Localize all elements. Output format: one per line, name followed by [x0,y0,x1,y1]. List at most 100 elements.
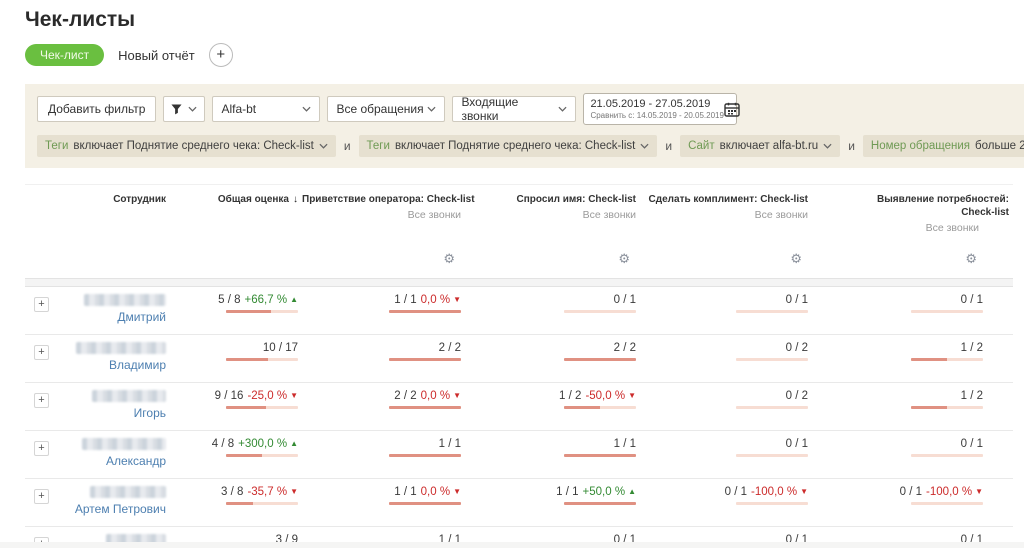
metric-value: 4 / 8 [211,437,235,450]
column-header-overall[interactable]: Общая оценка ↓ [217,194,298,205]
column-subtitle: Все звонки [754,209,808,221]
metric-change: -25,0 % [247,389,288,402]
metric-cell: 1 / 1 +50,0 % ▲ [465,486,640,526]
communications-select[interactable]: Все обращения [327,96,446,122]
condition-text: включает alfa-bt.ru [719,140,819,152]
call-type-select[interactable]: Входящие звонки [452,95,577,123]
chevron-down-icon [558,106,567,112]
table-row: + Игорь 9 / 16 -25,0 % ▼ 2 / 2 0,0 % ▼ 1 / 2 -50,… [25,383,1013,431]
sort-desc-icon[interactable]: ↓ [293,194,298,205]
employee-name-link[interactable]: Владимир [108,357,166,372]
score-progress-bar [226,453,298,457]
metric-value: 1 / 1 [556,485,579,498]
metric-value: 0 / 1 [613,293,636,306]
date-compare-value: Сравнить с: 14.05.2019 - 20.05.2019 [590,111,724,120]
filter-condition-chip[interactable]: Номер обращения больше 2 [862,135,1024,157]
condition-joiner: и [665,139,673,153]
employee-name-link[interactable]: Игорь [133,405,166,420]
score-progress-bar [736,309,808,313]
column-header-employee: Сотрудник [113,194,166,205]
metric-cell: 3 / 8 -35,7 % ▼ [170,486,302,526]
metric-change: 0,0 % [420,293,451,306]
score-progress-bar [389,405,461,409]
triangle-down-icon: ▼ [975,486,983,496]
metric-cell: 0 / 2 [640,342,812,382]
gear-icon[interactable]: ⚙ [965,250,977,266]
metric-cell: 4 / 8 +300,0 % ▲ [170,438,302,478]
metric-value: 1 / 1 [438,437,461,450]
score-progress-bar [564,405,636,409]
score-progress-bar [389,453,461,457]
report-tabs: Чек-лист Новый отчёт + [25,42,1024,68]
date-range-value: 21.05.2019 - 27.05.2019 [590,98,711,110]
metric-cell: 1 / 1 0,0 % ▼ [302,486,465,526]
chevron-down-icon [319,143,328,149]
metric-value: 0 / 1 [785,437,808,450]
employee-name-link[interactable]: Артем Петрович [74,501,166,516]
condition-joiner: и [848,139,855,153]
tab-checklist[interactable]: Чек-лист [25,44,105,66]
expand-row-button[interactable]: + [34,296,49,312]
funnel-icon [171,103,182,115]
filter-condition-chip[interactable]: Сайт включает alfa-bt.ru [680,135,841,157]
triangle-up-icon: ▲ [628,486,636,496]
metric-change: 0,0 % [420,389,451,402]
filter-condition-chip[interactable]: Теги включает Поднятие среднего чека: Che… [37,135,336,157]
metric-cell: 1 / 1 [465,438,640,478]
metric-change: 0,0 % [420,485,451,498]
gear-icon[interactable]: ⚙ [618,250,630,266]
filter-condition-chip[interactable]: Теги включает Поднятие среднего чека: Che… [358,135,658,157]
add-report-button[interactable]: + [208,43,233,67]
censored-name-block [76,341,166,354]
censored-name-block [92,389,166,402]
metric-value: 0 / 2 [785,389,808,402]
metric-cell: 0 / 2 [640,390,812,430]
metric-change: -50,0 % [585,389,626,402]
column-settings-row: ⚙ ⚙ ⚙ ⚙ [25,240,1013,279]
metric-cell: 0 / 1 -100,0 % ▼ [812,486,1013,526]
score-progress-bar [389,501,461,505]
condition-text: включает Поднятие среднего чека: Check-l… [394,140,636,152]
metric-value: 9 / 16 [214,389,244,402]
employee-name-link[interactable]: Александр [105,453,166,468]
triangle-down-icon: ▼ [453,294,461,304]
score-progress-bar [564,357,636,361]
expand-row-button[interactable]: + [34,440,49,456]
metric-value: 1 / 2 [960,341,983,354]
metric-value: 0 / 1 [899,485,923,498]
project-select[interactable]: Alfa-bt [212,96,321,122]
score-progress-bar [389,357,461,361]
add-filter-button[interactable]: Добавить фильтр [37,96,157,122]
calendar-icon [724,102,740,117]
expand-row-button[interactable]: + [34,392,49,408]
score-progress-bar [226,405,298,409]
filter-presets-button[interactable] [163,96,206,122]
score-progress-bar [911,357,983,361]
checklists-page: Чек-листы Чек-лист Новый отчёт + Добавит… [0,8,1024,548]
metric-cell: 1 / 2 [812,342,1013,382]
metric-cell: 10 / 17 [170,342,302,382]
chevron-down-icon [188,106,197,112]
metric-value: 10 / 17 [262,341,298,354]
gear-icon[interactable]: ⚙ [790,250,802,266]
expand-row-button[interactable]: + [34,488,49,504]
summary-band [25,278,1013,287]
metric-cell: 0 / 1 -100,0 % ▼ [640,486,812,526]
triangle-down-icon: ▼ [800,486,808,496]
score-progress-bar [564,501,636,505]
filter-conditions-row: Теги включает Поднятие среднего чека: Che… [37,133,1024,159]
expand-row-button[interactable]: + [34,344,49,360]
date-range-picker[interactable]: 21.05.2019 - 27.05.2019 Сравнить с: 14.0… [583,93,740,125]
employee-name-link[interactable]: Дмитрий [117,309,166,324]
column-header-greeting: Приветствие оператора: Check-list Все зв… [302,194,475,221]
tab-new-report[interactable]: Новый отчёт [118,47,195,63]
metric-value: 3 / 8 [221,485,244,498]
condition-field: Сайт [688,140,715,152]
triangle-up-icon: ▲ [290,294,298,304]
triangle-up-icon: ▲ [290,438,298,448]
gear-icon[interactable]: ⚙ [443,250,455,266]
condition-joiner: и [343,139,351,153]
score-progress-bar [736,357,808,361]
column-header-asked-name: Спросил имя: Check-list Все звонки [465,193,640,236]
